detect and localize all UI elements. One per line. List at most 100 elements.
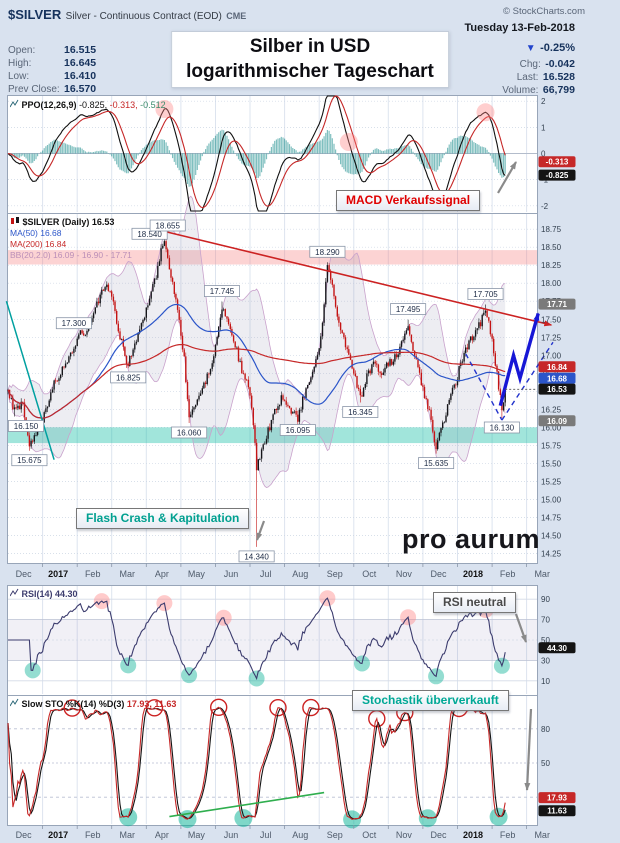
- svg-text:11.63: 11.63: [547, 807, 567, 816]
- svg-text:-0.313: -0.313: [546, 158, 569, 167]
- svg-text:Dec: Dec: [16, 830, 33, 840]
- svg-text:16.68: 16.68: [547, 374, 568, 383]
- svg-text:18.00: 18.00: [541, 279, 562, 288]
- svg-text:30: 30: [541, 656, 550, 665]
- last-row: Last: 16.528: [517, 67, 575, 85]
- high-label: High:: [8, 58, 32, 69]
- svg-text:17.745: 17.745: [210, 287, 235, 296]
- svg-text:1: 1: [541, 123, 546, 132]
- svg-text:Dec: Dec: [430, 569, 447, 579]
- svg-text:17.25: 17.25: [541, 333, 562, 342]
- symbol-desc: Silver - Continuous Contract (EOD): [65, 11, 222, 22]
- svg-text:16.825: 16.825: [116, 373, 141, 382]
- svg-text:15.50: 15.50: [541, 459, 562, 468]
- svg-text:18.75: 18.75: [541, 225, 562, 234]
- ma200-legend: MA(200) 16.84: [10, 239, 67, 249]
- rsi-annotation: RSI neutral: [433, 592, 517, 613]
- svg-text:-2: -2: [541, 202, 549, 211]
- svg-text:17.495: 17.495: [396, 305, 421, 314]
- svg-text:90: 90: [541, 595, 550, 604]
- ppo-label: PPO(12,26,9): [21, 100, 77, 110]
- svg-text:80: 80: [541, 725, 550, 734]
- svg-text:May: May: [188, 830, 206, 840]
- candles-icon: [10, 217, 20, 227]
- source-credit: © StockCharts.com: [503, 6, 585, 17]
- svg-text:50: 50: [541, 636, 550, 645]
- down-triangle-icon: ▼: [525, 43, 536, 54]
- chg-label: Chg:: [519, 59, 541, 70]
- pct-change-row: ▼ -0.25%: [526, 38, 575, 56]
- open-value: 16.515: [64, 44, 97, 56]
- svg-text:Mar: Mar: [120, 830, 136, 840]
- svg-text:-0.825: -0.825: [546, 171, 569, 180]
- svg-text:16.060: 16.060: [177, 429, 202, 438]
- svg-text:2018: 2018: [463, 569, 483, 579]
- svg-text:Apr: Apr: [155, 830, 169, 840]
- svg-text:17.300: 17.300: [62, 319, 87, 328]
- price-legend: $SILVER (Daily) 16.53 MA(50) 16.68 MA(20…: [10, 216, 132, 261]
- svg-text:18.290: 18.290: [315, 248, 340, 257]
- rsi-icon: [9, 588, 19, 599]
- rsi-title: RSI(14) 44.30: [9, 588, 78, 600]
- svg-text:Mar: Mar: [534, 569, 550, 579]
- quote-open-row: Open: 16.515: [8, 40, 96, 58]
- sto-label: Slow STO %K(14) %D(3): [21, 699, 125, 709]
- main-title-line2: logarithmischer Tageschart: [186, 60, 434, 82]
- open-label: Open:: [8, 45, 36, 56]
- svg-text:15.00: 15.00: [541, 495, 562, 504]
- svg-text:17.71: 17.71: [547, 300, 568, 309]
- svg-text:Mar: Mar: [534, 830, 550, 840]
- svg-text:15.675: 15.675: [17, 456, 42, 465]
- svg-text:16.00: 16.00: [541, 423, 562, 432]
- svg-text:17.50: 17.50: [541, 315, 562, 324]
- svg-text:16.53: 16.53: [547, 385, 568, 394]
- svg-text:16.345: 16.345: [348, 408, 373, 417]
- svg-text:17.705: 17.705: [473, 290, 498, 299]
- svg-text:10: 10: [541, 677, 550, 686]
- prevclose-label: Prev Close:: [8, 84, 60, 95]
- svg-text:50: 50: [541, 759, 550, 768]
- symbol-row: $SILVER Silver - Continuous Contract (EO…: [8, 6, 246, 24]
- svg-text:70: 70: [541, 616, 550, 625]
- svg-text:Dec: Dec: [16, 569, 33, 579]
- ppo-value-3: -0.512: [140, 100, 166, 110]
- prevclose-value: 16.570: [64, 83, 97, 95]
- svg-text:16.25: 16.25: [541, 405, 562, 414]
- svg-text:17.00: 17.00: [541, 351, 562, 360]
- quote-prevclose-row: Prev Close: 16.570: [8, 79, 96, 97]
- price-symbol-line: $SILVER (Daily) 16.53: [10, 216, 132, 228]
- quote-high-row: High: 16.645: [8, 53, 96, 71]
- last-label: Last:: [516, 72, 539, 83]
- svg-text:18.25: 18.25: [541, 261, 562, 270]
- svg-text:Jul: Jul: [260, 569, 272, 579]
- svg-text:Feb: Feb: [500, 830, 516, 840]
- svg-text:16.095: 16.095: [286, 426, 311, 435]
- svg-text:14.50: 14.50: [541, 531, 562, 540]
- flash-crash-annotation: Flash Crash & Kapitulation: [76, 508, 250, 529]
- sto-title: Slow STO %K(14) %D(3) 17.93, 11.63: [9, 698, 176, 710]
- ppo-title: PPO(12,26,9) -0.825, -0.313, -0.512: [9, 99, 166, 111]
- watermark: pro aurum: [402, 524, 541, 554]
- rsi-label: RSI(14) 44.30: [21, 589, 78, 599]
- low-value: 16.410: [64, 70, 97, 82]
- svg-text:Oct: Oct: [362, 830, 377, 840]
- oscillator-icon: [9, 99, 19, 110]
- svg-text:2017: 2017: [48, 830, 68, 840]
- ppo-value-1: -0.825,: [79, 100, 108, 110]
- volume-label: Volume:: [502, 85, 539, 96]
- svg-text:Jun: Jun: [224, 569, 239, 579]
- svg-text:Dec: Dec: [430, 830, 447, 840]
- main-title-line1: Silber in USD: [249, 36, 371, 57]
- macd-annotation: MACD Verkaufssignal: [336, 190, 481, 211]
- svg-text:16.84: 16.84: [547, 363, 568, 372]
- ppo-value-2: -0.313,: [109, 100, 138, 110]
- chg-value: -0.042: [545, 58, 575, 70]
- svg-text:2018: 2018: [463, 830, 483, 840]
- low-label: Low:: [8, 71, 30, 82]
- svg-text:16.150: 16.150: [14, 422, 39, 431]
- svg-text:Feb: Feb: [85, 830, 101, 840]
- svg-text:18.50: 18.50: [541, 243, 562, 252]
- svg-text:16.130: 16.130: [490, 424, 515, 433]
